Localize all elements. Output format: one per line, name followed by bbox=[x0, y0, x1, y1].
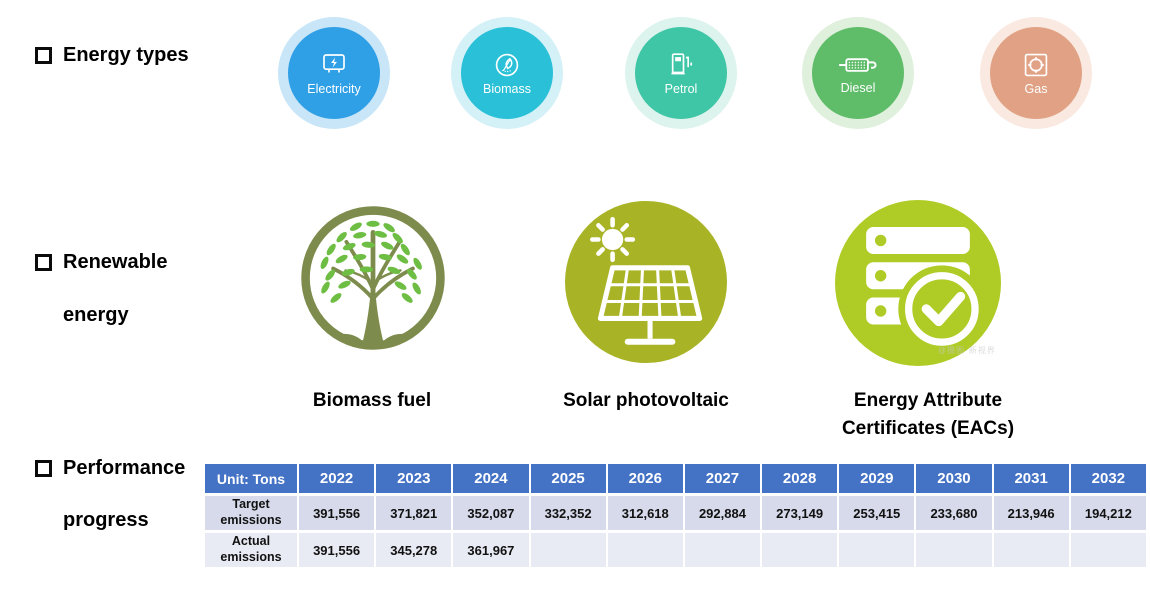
tree-in-circle-icon bbox=[301, 206, 445, 350]
section-title-text: Energy types bbox=[63, 44, 189, 66]
biomass-leaf-icon bbox=[495, 54, 519, 77]
value-cell: 332,352 bbox=[530, 496, 606, 530]
year-header-cell: 2031 bbox=[993, 464, 1069, 493]
value-cell: 391,556 bbox=[299, 533, 375, 567]
year-header-cell: 2028 bbox=[762, 464, 838, 493]
solar-photovoltaic-icon bbox=[565, 201, 727, 363]
value-cell bbox=[530, 533, 606, 567]
value-cell: 352,087 bbox=[453, 496, 529, 530]
value-cell: 253,415 bbox=[839, 496, 915, 530]
fuel-pump-icon bbox=[671, 53, 693, 75]
circle-halo: Biomass bbox=[451, 17, 563, 129]
year-header-cell: 2022 bbox=[299, 464, 375, 493]
energy-type-gas: Gas bbox=[980, 17, 1092, 129]
section-title-text: Performance bbox=[63, 457, 186, 479]
value-cell: 233,680 bbox=[916, 496, 992, 530]
circle-halo: Diesel bbox=[802, 17, 914, 129]
circle-halo: Petrol bbox=[625, 17, 737, 129]
table-body: Target emissions 391,556 371,821 352,087 332… bbox=[205, 496, 1146, 567]
value-cell: 391,556 bbox=[299, 496, 375, 530]
value-cell bbox=[839, 533, 915, 567]
value-cell bbox=[993, 533, 1069, 567]
energy-type-electricity: Electricity bbox=[278, 17, 390, 129]
value-cell: 312,618 bbox=[607, 496, 683, 530]
gas-burner-icon bbox=[1024, 54, 1048, 77]
label-solar-photovoltaic: Solar photovoltaic bbox=[563, 390, 729, 411]
energy-circle: Petrol bbox=[635, 27, 727, 119]
energy-circle: Diesel bbox=[812, 27, 904, 119]
value-cell bbox=[1070, 533, 1146, 567]
value-cell: 345,278 bbox=[376, 533, 452, 567]
performance-table-wrap: Unit: Tons 2022 2023 2024 2025 2026 2027 2028 20… bbox=[203, 461, 1148, 570]
value-cell bbox=[684, 533, 761, 567]
section-title-performance: Performance bbox=[35, 457, 185, 480]
year-header-cell: 2025 bbox=[530, 464, 606, 493]
value-cell: 194,212 bbox=[1070, 496, 1146, 530]
energy-type-petrol: Petrol bbox=[625, 17, 737, 129]
section-title-text: Renewable bbox=[63, 251, 168, 273]
electricity-meter-icon bbox=[323, 54, 345, 73]
circle-halo: Electricity bbox=[278, 17, 390, 129]
energy-type-label: Diesel bbox=[840, 80, 876, 95]
section-title-renewable: Renewable bbox=[35, 251, 167, 274]
table-row: Target emissions 391,556 371,821 352,087 332… bbox=[205, 496, 1146, 530]
section-title-renewable-line2: energy bbox=[63, 304, 129, 326]
table-row: Actual emissions 391,556 345,278 361,967 bbox=[205, 533, 1146, 567]
square-bullet-icon bbox=[35, 47, 52, 64]
energy-type-diesel: Diesel bbox=[802, 17, 914, 129]
energy-circle: Biomass bbox=[461, 27, 553, 119]
energy-type-label: Biomass bbox=[483, 82, 531, 97]
energy-type-label: Gas bbox=[1024, 82, 1048, 97]
server-check-icon bbox=[866, 226, 986, 353]
muffler-icon bbox=[839, 58, 877, 72]
value-cell bbox=[916, 533, 992, 567]
square-bullet-icon bbox=[35, 460, 52, 477]
energy-type-label: Electricity bbox=[307, 82, 361, 97]
unit-header-cell: Unit: Tons bbox=[205, 464, 297, 493]
value-cell: 273,149 bbox=[762, 496, 838, 530]
row-label-cell: Actual emissions bbox=[205, 533, 297, 567]
value-cell: 292,884 bbox=[684, 496, 761, 530]
energy-circle: Gas bbox=[990, 27, 1082, 119]
year-header-cell: 2026 bbox=[607, 464, 683, 493]
stock-watermark: @摄图·新视界 bbox=[938, 346, 996, 355]
value-cell bbox=[762, 533, 838, 567]
value-cell: 361,967 bbox=[453, 533, 529, 567]
biomass-fuel-tree-icon bbox=[297, 202, 449, 354]
table-header-row: Unit: Tons 2022 2023 2024 2025 2026 2027 2028 20… bbox=[205, 464, 1146, 493]
value-cell bbox=[607, 533, 683, 567]
section-title-energy-types: Energy types bbox=[35, 44, 189, 67]
energy-type-biomass: Biomass bbox=[451, 17, 563, 129]
energy-circle: Electricity bbox=[288, 27, 380, 119]
performance-table: Unit: Tons 2022 2023 2024 2025 2026 2027 2028 20… bbox=[203, 461, 1148, 570]
value-cell: 213,946 bbox=[993, 496, 1069, 530]
year-header-cell: 2027 bbox=[684, 464, 761, 493]
year-header-cell: 2030 bbox=[916, 464, 992, 493]
year-header-cell: 2023 bbox=[376, 464, 452, 493]
circle-halo: Gas bbox=[980, 17, 1092, 129]
row-label-cell: Target emissions bbox=[205, 496, 297, 530]
value-cell: 371,821 bbox=[376, 496, 452, 530]
year-header-cell: 2032 bbox=[1070, 464, 1146, 493]
section-title-performance-line2: progress bbox=[63, 509, 149, 531]
energy-attribute-certificates-icon bbox=[835, 200, 1001, 366]
label-biomass-fuel: Biomass fuel bbox=[312, 390, 432, 411]
year-header-cell: 2029 bbox=[839, 464, 915, 493]
solar-panel-sun-icon bbox=[590, 216, 703, 345]
energy-type-label: Petrol bbox=[664, 82, 698, 97]
square-bullet-icon bbox=[35, 254, 52, 271]
year-header-cell: 2024 bbox=[453, 464, 529, 493]
label-eacs: Energy Attribute Certificates (EACs) bbox=[841, 390, 1015, 439]
